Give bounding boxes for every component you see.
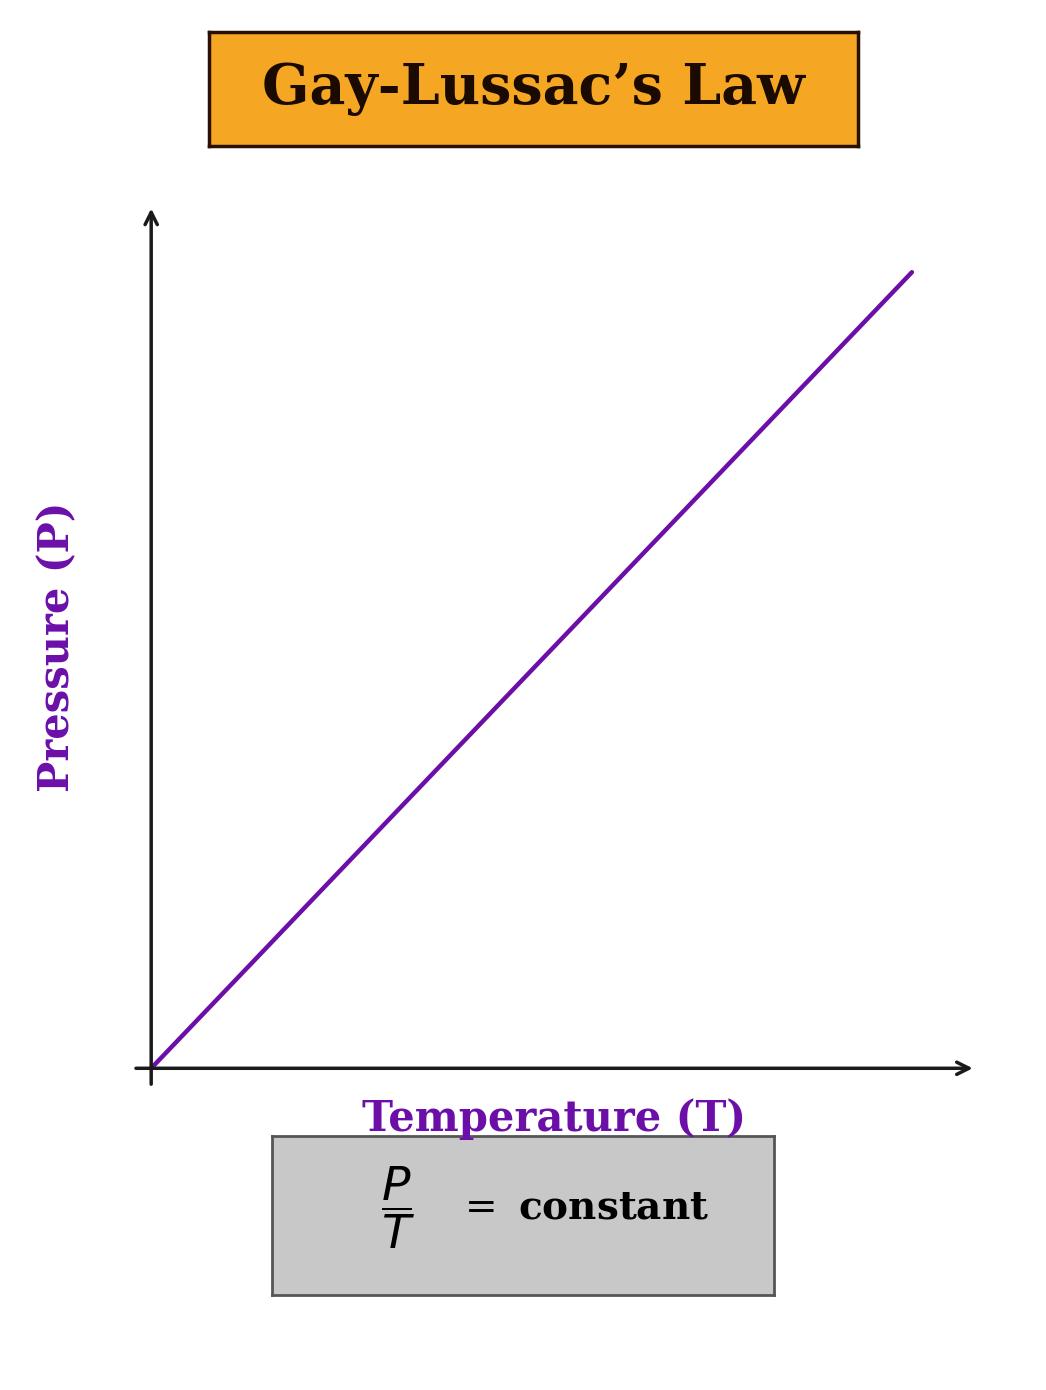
Text: $\dfrac{P}{T}$: $\dfrac{P}{T}$: [381, 1165, 414, 1251]
Text: Pressure (P): Pressure (P): [37, 502, 78, 791]
Text: Temperature (T): Temperature (T): [362, 1098, 747, 1140]
Text: $=$ constant: $=$ constant: [457, 1188, 709, 1226]
Text: Gay-Lussac’s Law: Gay-Lussac’s Law: [262, 61, 805, 117]
